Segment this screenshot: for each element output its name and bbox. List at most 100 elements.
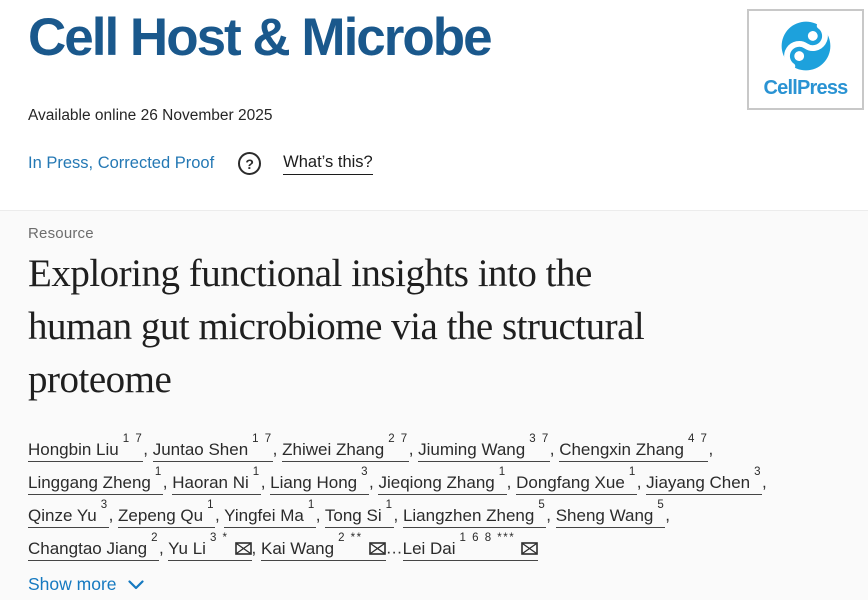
article-title-line: proteome xyxy=(28,358,172,401)
author-separator: , xyxy=(665,505,671,525)
author-name: Zepeng Qu xyxy=(118,505,204,525)
help-icon[interactable]: ? xyxy=(238,152,262,175)
author-separator: , xyxy=(143,439,153,459)
author-line: Linggang Zheng1, Haoran Ni1, Liang Hong3… xyxy=(28,462,840,495)
author-name: Juntao Shen xyxy=(152,439,249,459)
cellpress-logo[interactable]: CellPress xyxy=(747,9,864,110)
author-affiliation-superscript: 1 xyxy=(628,466,637,478)
author-separator: , xyxy=(315,505,325,525)
author-separator: , xyxy=(251,538,261,558)
author-line: Hongbin Liu1 7, Juntao Shen1 7, Zhiwei Z… xyxy=(28,429,840,462)
author-list: Hongbin Liu1 7, Juntao Shen1 7, Zhiwei Z… xyxy=(28,429,840,561)
author-separator: , xyxy=(393,505,403,525)
author-link[interactable]: Qinze Yu3 xyxy=(28,499,109,528)
email-icon xyxy=(234,541,252,555)
author-name: Linggang Zheng xyxy=(28,472,151,492)
author-link[interactable]: Changtao Jiang2 xyxy=(28,532,159,561)
author-separator: , xyxy=(108,505,119,525)
author-name: Liang Hong xyxy=(270,472,358,492)
article-title-line: human gut microbiome via the structural xyxy=(28,305,645,348)
author-link[interactable]: Zepeng Qu1 xyxy=(118,499,216,528)
author-separator: , xyxy=(260,472,271,492)
author-link[interactable]: Juntao Shen1 7 xyxy=(152,433,273,462)
author-separator: , xyxy=(159,538,169,558)
author-affiliation-superscript: 3 xyxy=(754,466,763,478)
author-affiliation-superscript: 2 7 xyxy=(388,433,409,445)
author-link[interactable]: Tong Si1 xyxy=(324,499,394,528)
author-link[interactable]: Haoran Ni1 xyxy=(172,466,261,495)
author-link[interactable]: Liang Hong3 xyxy=(270,466,370,495)
author-link[interactable]: Lei Dai1 6 8 *** xyxy=(402,532,539,561)
email-icon xyxy=(368,541,386,555)
author-name: Qinze Yu xyxy=(28,505,97,525)
show-more-button[interactable]: Show more xyxy=(28,574,144,595)
article-type-label: Resource xyxy=(28,225,94,242)
author-affiliation-superscript: 2 xyxy=(151,532,159,544)
author-link[interactable]: Yu Li3 * xyxy=(168,532,252,561)
author-separator: , xyxy=(272,439,283,459)
author-link[interactable]: Yingfei Ma1 xyxy=(224,499,316,528)
author-name: Changtao Jiang xyxy=(28,538,148,558)
author-separator: , xyxy=(762,472,767,492)
author-link[interactable]: Jieqiong Zhang1 xyxy=(378,466,507,495)
in-press-status: In Press, Corrected Proof xyxy=(28,154,215,172)
author-separator: , xyxy=(636,472,647,492)
author-affiliation-superscript: 1 7 xyxy=(252,433,273,445)
email-icon xyxy=(521,541,539,555)
author-link[interactable]: Zhiwei Zhang2 7 xyxy=(282,433,409,462)
author-affiliation-superscript: 4 7 xyxy=(687,433,709,445)
author-affiliation-superscript: 5 xyxy=(657,499,666,511)
author-name: Lei Dai xyxy=(402,538,456,558)
author-name: Chengxin Zhang xyxy=(559,439,684,459)
author-affiliation-superscript: 1 xyxy=(498,466,507,478)
author-name: Liangzhen Zheng xyxy=(402,505,535,525)
author-link[interactable]: Dongfang Xue1 xyxy=(516,466,637,495)
author-name: Jiayang Chen xyxy=(646,472,751,492)
author-name: Hongbin Liu xyxy=(28,439,119,459)
author-line: Qinze Yu3, Zepeng Qu1, Yingfei Ma1, Tong… xyxy=(28,495,840,528)
author-affiliation-superscript: 3 xyxy=(100,499,109,511)
journal-title-link[interactable]: Cell Host & Microbe xyxy=(28,8,493,67)
author-link[interactable]: Chengxin Zhang4 7 xyxy=(559,433,709,462)
author-name: Jieqiong Zhang xyxy=(378,472,495,492)
author-separator: , xyxy=(369,472,379,492)
author-affiliation-superscript: 1 xyxy=(307,499,316,511)
author-name: Yu Li xyxy=(168,538,206,558)
author-separator: , xyxy=(162,472,173,492)
author-link[interactable]: Sheng Wang5 xyxy=(555,499,666,528)
author-name: Jiuming Wang xyxy=(418,439,526,459)
author-separator: , xyxy=(215,505,225,525)
author-link[interactable]: Jiuming Wang3 7 xyxy=(418,433,550,462)
author-link[interactable]: Jiayang Chen3 xyxy=(646,466,763,495)
cellpress-swirl-icon xyxy=(781,21,830,71)
author-affiliation-superscript: 2 ** xyxy=(338,532,363,544)
help-icon-glyph: ? xyxy=(245,155,254,172)
status-row: In Press, Corrected Proof ? What’s this? xyxy=(28,152,373,175)
author-name: Haoran Ni xyxy=(172,472,249,492)
author-name: Sheng Wang xyxy=(555,505,654,525)
article-title: Exploring functional insights into the h… xyxy=(28,247,840,406)
author-name: Kai Wang xyxy=(260,538,335,558)
author-affiliation-superscript: 1 xyxy=(252,466,261,478)
author-link[interactable]: Liangzhen Zheng5 xyxy=(402,499,547,528)
author-line: Changtao Jiang2, Yu Li3 *, Kai Wang2 **…… xyxy=(28,528,840,561)
author-separator: , xyxy=(708,439,714,459)
available-online-date: Available online 26 November 2025 xyxy=(28,107,273,124)
author-separator: , xyxy=(549,439,560,459)
show-more-label: Show more xyxy=(28,574,117,594)
chevron-down-icon xyxy=(127,579,144,589)
author-separator: , xyxy=(546,505,556,525)
whats-this-link[interactable]: What’s this? xyxy=(283,153,373,175)
article-summary-section: Resource Exploring functional insights i… xyxy=(0,210,868,600)
author-link[interactable]: Linggang Zheng1 xyxy=(28,466,163,495)
author-affiliation-superscript: 1 6 8 *** xyxy=(459,532,516,544)
author-affiliation-superscript: 1 xyxy=(385,499,394,511)
author-affiliation-superscript: 5 xyxy=(538,499,547,511)
journal-header: Cell Host & Microbe CellPress Available … xyxy=(0,0,868,210)
author-link[interactable]: Hongbin Liu1 7 xyxy=(28,433,144,462)
author-separator: , xyxy=(408,439,419,459)
author-link[interactable]: Kai Wang2 ** xyxy=(260,532,386,561)
cellpress-logo-text: CellPress xyxy=(763,77,849,99)
author-separator: … xyxy=(385,538,403,558)
